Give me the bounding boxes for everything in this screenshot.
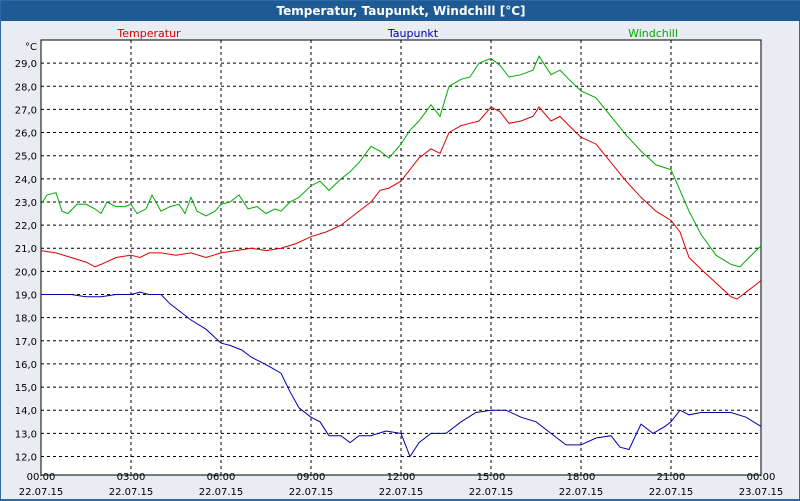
legend-item-taupunkt: Taupunkt [387,27,439,40]
x-tick-time: 12:00 [387,472,416,483]
y-tick-label: 14,0 [15,406,37,417]
legend-item-windchill: Windchill [628,27,678,40]
y-tick-label: 26,0 [15,129,37,140]
x-tick-time: 06:00 [207,472,236,483]
x-tick-time: 00:00 [747,472,776,483]
y-axis-ticks: 29,0 28,0 27,0 26,0 25,0 24,0 23,0 22,0 21,0 20,0… [15,59,37,463]
series-line-temperatur [40,106,762,300]
y-tick-label: 16,0 [15,360,37,371]
chart-title: Temperatur, Taupunkt, Windchill [°C] [1,1,800,21]
y-tick-label: 27,0 [15,105,37,116]
x-tick-date: 22.07.15 [379,487,424,498]
y-axis-unit: °C [25,42,37,53]
x-tick-date: 22.07.15 [559,487,604,498]
x-tick-date: 22.07.15 [649,487,694,498]
y-tick-label: 18,0 [15,314,37,325]
x-tick-date: 22.07.15 [289,487,334,498]
x-axis-ticks: 00:00 22.07.15 03:00 22.07.15 06:00 22.07.15 0… [19,472,784,498]
series-line-windchill [40,55,762,268]
y-tick-label: 24,0 [15,175,37,186]
x-tick-date: 22.07.15 [199,487,244,498]
x-tick-time: 15:00 [477,472,506,483]
y-tick-label: 23,0 [15,198,37,209]
legend-item-temperatur: Temperatur [116,27,181,40]
y-tick-label: 25,0 [15,152,37,163]
y-tick-label: 21,0 [15,244,37,255]
x-tick-time: 03:00 [117,472,146,483]
grid-lines [41,40,761,475]
x-tick-date: 22.07.15 [19,487,64,498]
x-tick-date: 23.07.15 [739,487,784,498]
y-tick-label: 15,0 [15,383,37,394]
y-tick-label: 19,0 [15,291,37,302]
y-tick-label: 17,0 [15,337,37,348]
x-tick-time: 18:00 [567,472,596,483]
x-tick-date: 22.07.15 [469,487,514,498]
x-tick-time: 09:00 [297,472,326,483]
y-tick-label: 28,0 [15,82,37,93]
legend: Temperatur Taupunkt Windchill [116,27,678,40]
x-tick-date: 22.07.15 [109,487,154,498]
line-chart: 29,0 28,0 27,0 26,0 25,0 24,0 23,0 22,0 21,0 20,0… [15,27,784,498]
y-tick-label: 12,0 [15,452,37,463]
series-line-taupunkt [41,291,762,458]
x-tick-time: 21:00 [657,472,686,483]
x-tick-time: 00:00 [27,472,56,483]
y-tick-label: 20,0 [15,267,37,278]
y-tick-label: 22,0 [15,221,37,232]
series-lines [40,55,762,458]
y-tick-label: 29,0 [15,59,37,70]
y-tick-label: 13,0 [15,429,37,440]
